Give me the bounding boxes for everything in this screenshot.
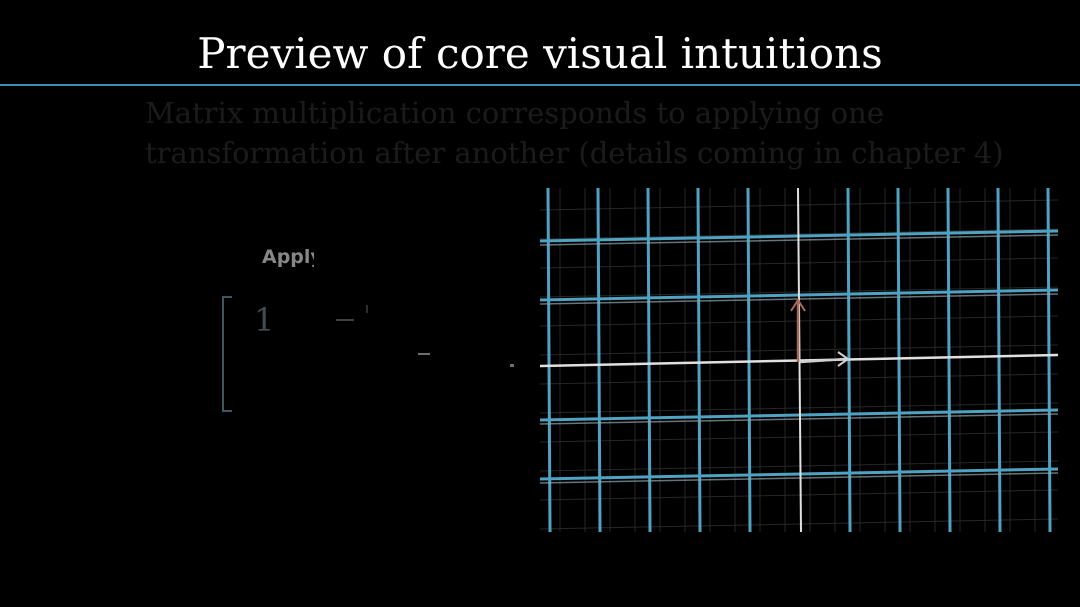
fine-grid-line — [539, 489, 1059, 501]
slide-title: Preview of core visual intuitions — [197, 29, 883, 78]
title-underline — [0, 84, 1080, 86]
grid-vertical-line — [996, 187, 1002, 533]
fading-mark — [418, 353, 430, 355]
matrix-left-bracket — [222, 296, 232, 412]
arrow-up-icon — [790, 298, 806, 312]
matrix-entry: 1 — [254, 301, 275, 339]
fine-grid-line — [539, 518, 1059, 530]
fine-grid-line — [539, 431, 1059, 443]
grid-horizontal-line-ghost — [539, 472, 1059, 484]
y-axis-line — [797, 187, 802, 533]
grid-vertical-line — [1046, 187, 1052, 533]
grid-vertical-line — [596, 187, 602, 533]
grid-vertical-line — [646, 187, 652, 533]
caption-line-1: Matrix multiplication corresponds to app… — [145, 96, 884, 130]
grid-vertical-line — [896, 187, 902, 533]
arrow-right-icon — [837, 351, 850, 367]
grid-horizontal-line-ghost — [539, 413, 1059, 425]
grid-vertical-line — [946, 187, 952, 533]
matrix-fading-tick — [366, 305, 368, 313]
basis-i-vector — [799, 357, 847, 364]
matrix-fading-mark — [336, 319, 354, 321]
grid-horizontal-line — [539, 467, 1059, 481]
grid-vertical-line — [746, 187, 752, 533]
apply-label: Apply — [262, 246, 314, 268]
fine-grid-line — [539, 460, 1059, 472]
fading-dot — [510, 364, 514, 367]
caption-line-2: transformation after another (details co… — [145, 136, 1004, 170]
